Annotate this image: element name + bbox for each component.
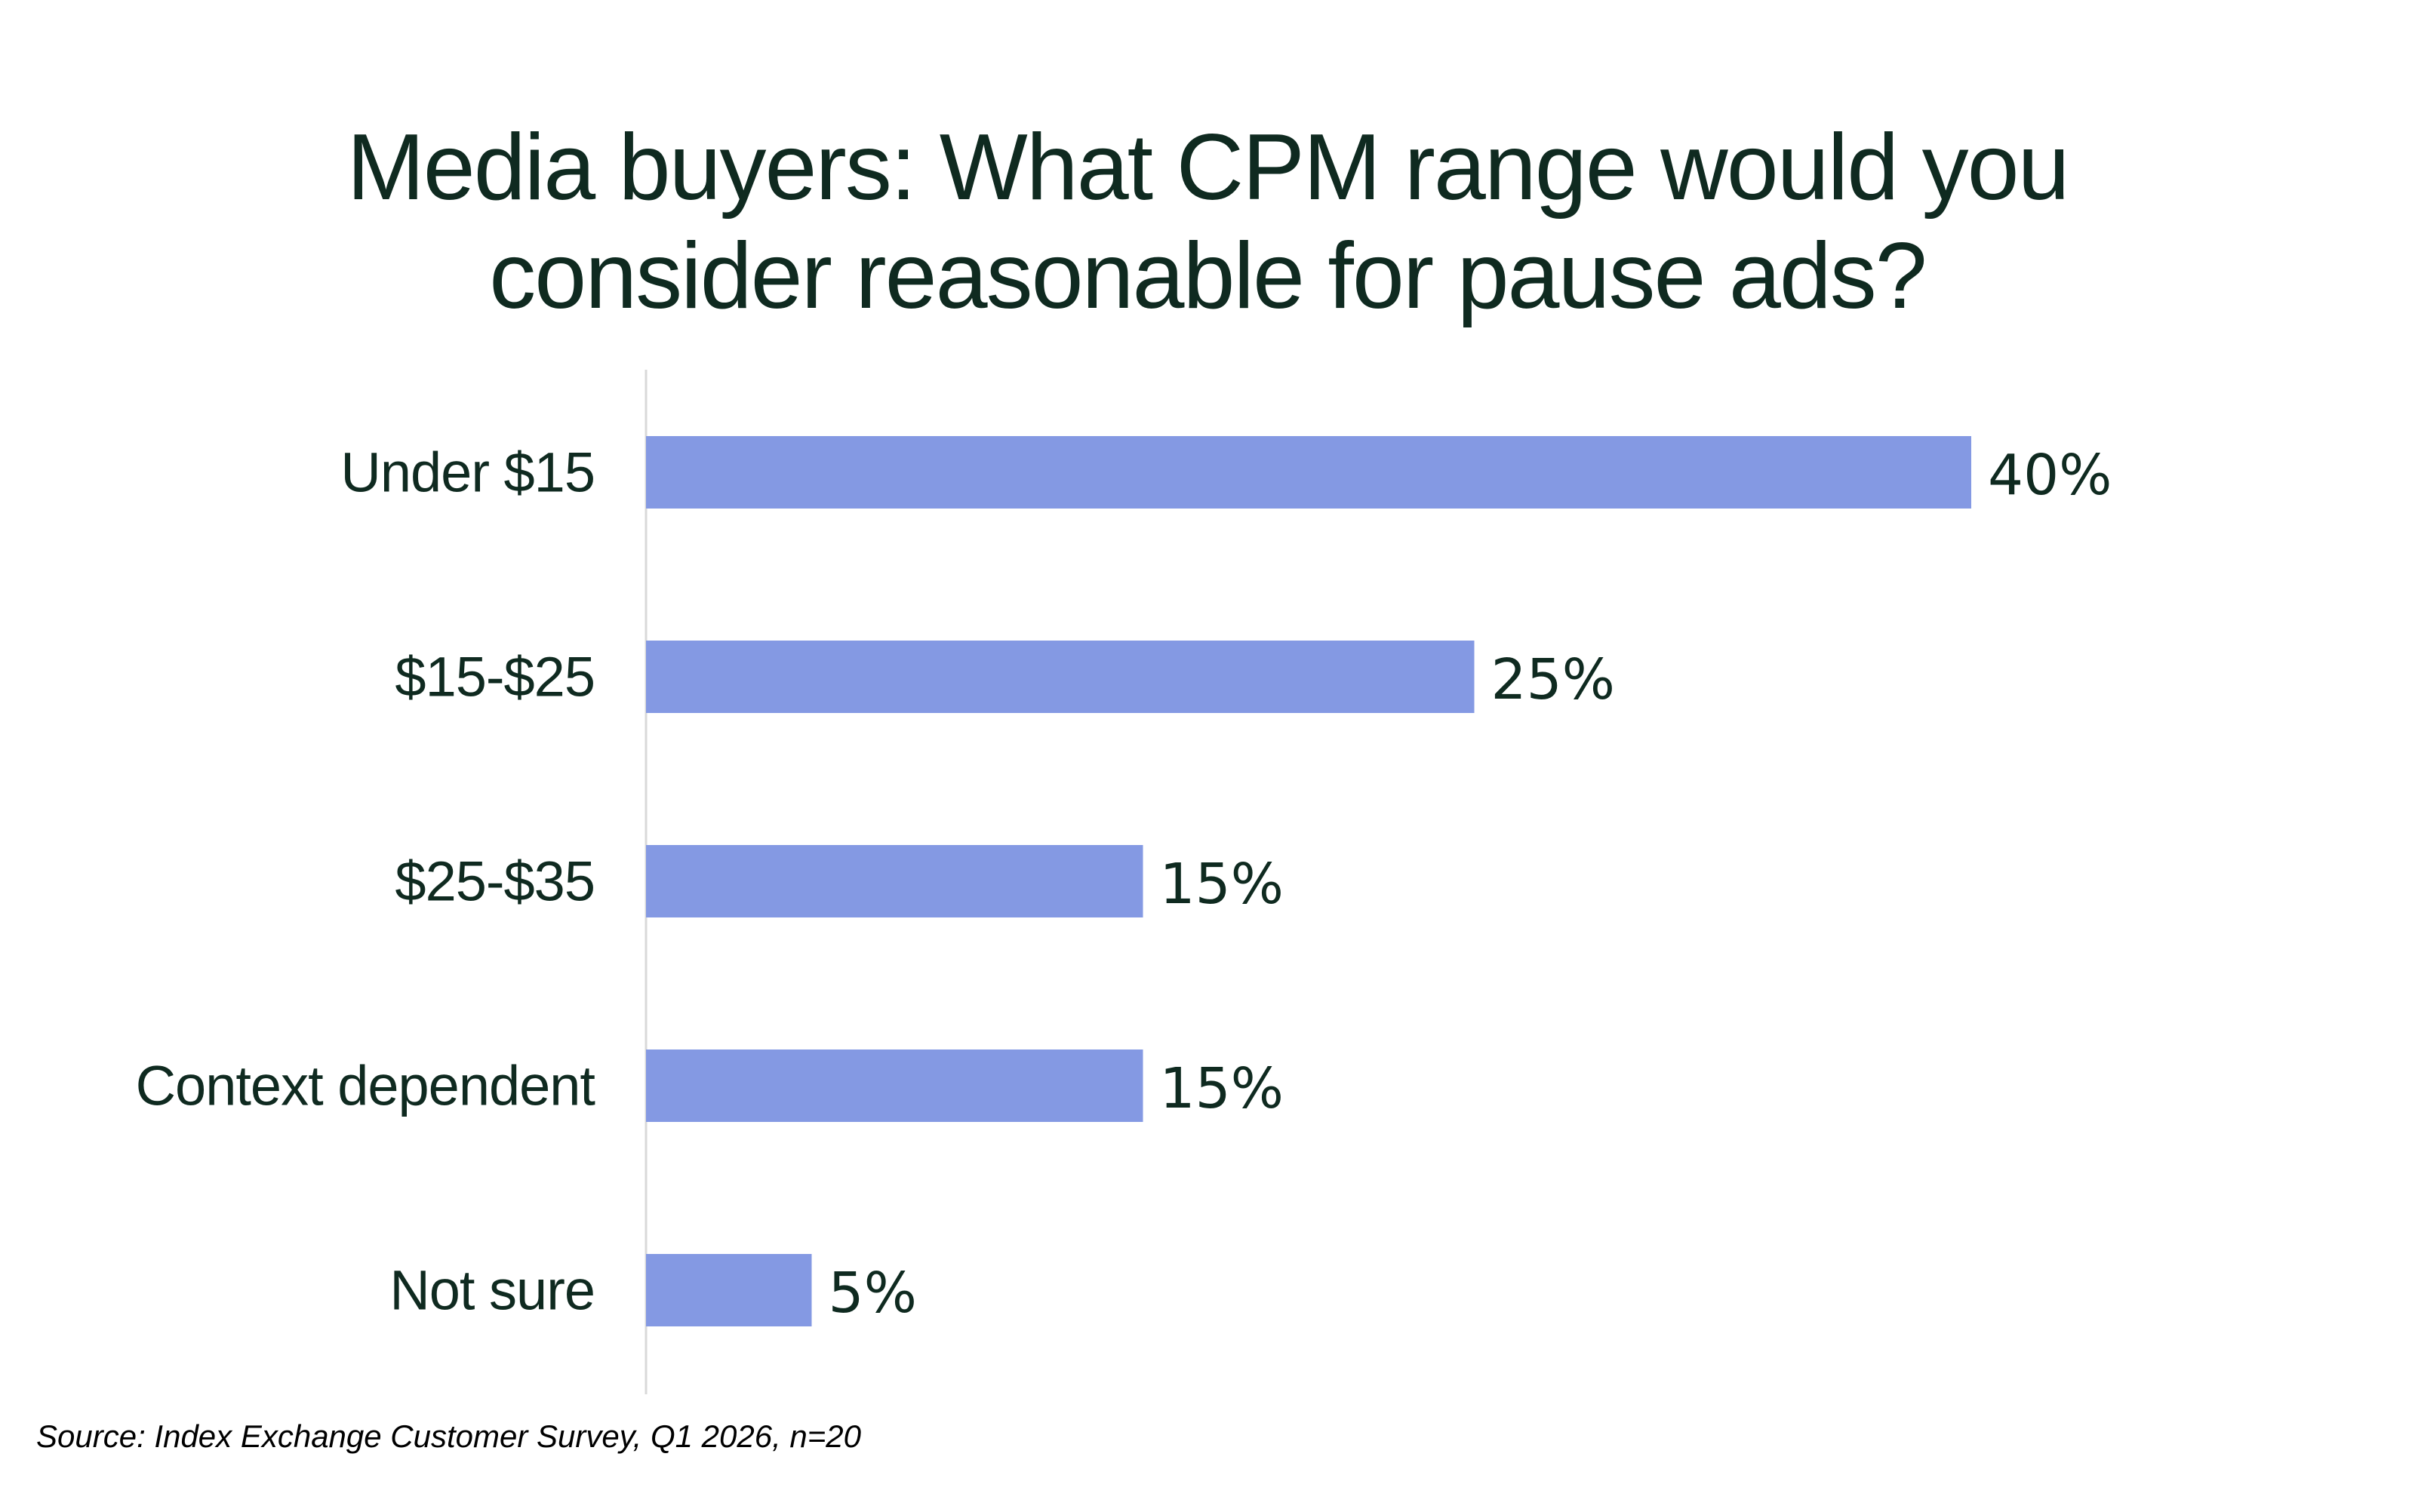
data-label: 15% <box>1160 1056 1284 1121</box>
chart-title: Media buyers: What CPM range would you c… <box>346 115 2069 328</box>
bar <box>646 641 1475 713</box>
source-note: Source: Index Exchange Customer Survey, … <box>36 1418 862 1454</box>
bars-group <box>646 436 1971 1326</box>
data-label: 15% <box>1160 852 1284 917</box>
data-labels-group: 40% 25% 15% 15% 5% <box>829 443 2112 1326</box>
category-label: Under $15 <box>340 441 595 504</box>
data-label: 25% <box>1491 647 1615 712</box>
bar <box>646 1254 812 1326</box>
category-label: Not sure <box>389 1259 595 1322</box>
data-label: 40% <box>1988 443 2112 508</box>
bar <box>646 1049 1143 1122</box>
category-label: $15-$25 <box>395 646 595 708</box>
category-label: $25-$35 <box>395 850 595 913</box>
bar <box>646 436 1971 509</box>
category-labels-group: Under $15 $15-$25 $25-$35 Context dependent… <box>136 441 597 1322</box>
data-label: 5% <box>829 1261 917 1326</box>
bar <box>646 845 1143 917</box>
category-label: Context dependent <box>136 1055 596 1117</box>
